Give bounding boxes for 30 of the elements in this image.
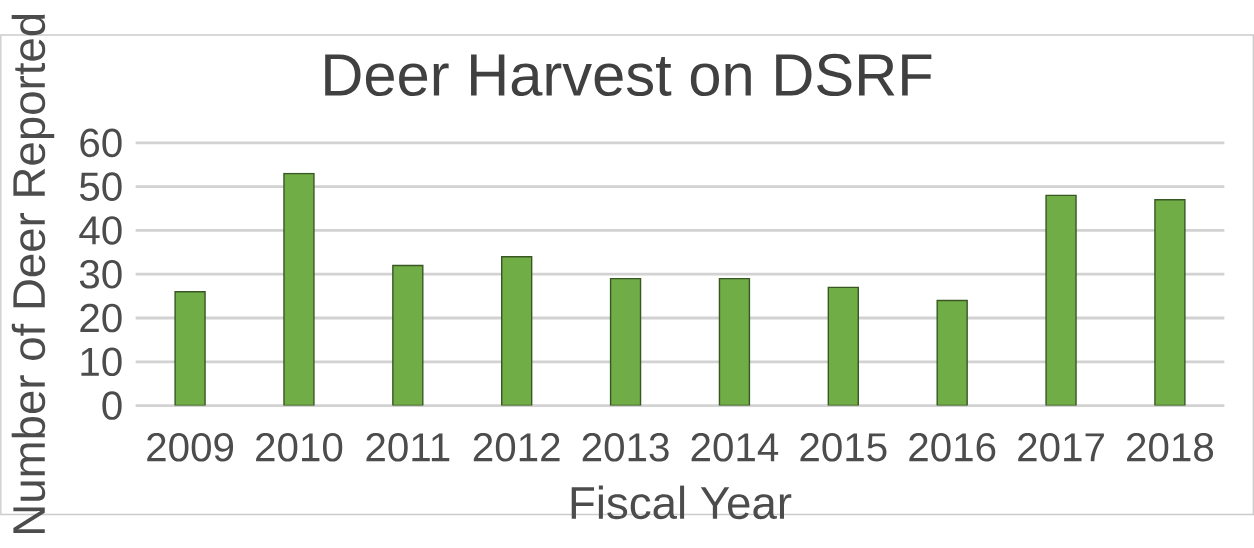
bar [827, 286, 859, 406]
bar [1154, 198, 1186, 406]
y-tick-label: 20 [80, 303, 122, 333]
x-tick-label: 2013 [582, 432, 669, 462]
bar [609, 277, 642, 406]
x-tick-label: 2017 [1018, 432, 1104, 462]
y-tick-label: 60 [80, 128, 122, 157]
bar [174, 290, 206, 406]
bar [501, 255, 533, 406]
y-tick-label: 30 [79, 259, 122, 289]
x-tick-label: 2014 [691, 432, 779, 462]
x-tick-label: 2018 [1127, 432, 1214, 462]
x-axis-title: Fiscal Year [571, 485, 792, 519]
y-tick-label: 40 [79, 215, 122, 245]
x-tick-label: 2012 [473, 432, 560, 462]
bar [1045, 194, 1077, 406]
bar [392, 264, 424, 406]
x-tick-label: 2009 [147, 432, 234, 462]
chart-title: Deer Harvest on DSRF [325, 53, 932, 96]
x-tick-label: 2016 [909, 432, 996, 462]
bar [283, 172, 315, 406]
y-tick-label: 10 [81, 347, 122, 376]
x-tick-label: 2011 [366, 432, 450, 462]
bar [718, 277, 751, 406]
y-tick-label: 50 [79, 172, 122, 201]
y-tick-label: 0 [102, 391, 122, 420]
y-axis-title: Number of Deer Reported [11, 14, 55, 533]
x-tick-label: 2010 [256, 432, 343, 462]
bar [936, 299, 968, 406]
x-tick-label: 2015 [800, 432, 887, 462]
